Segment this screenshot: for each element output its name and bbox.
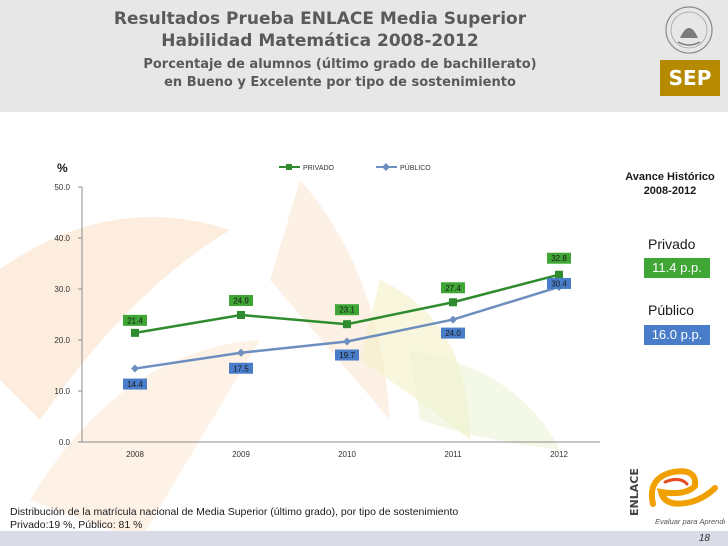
data-label-publico-bg xyxy=(229,362,253,374)
y-tick-label: 30.0 xyxy=(54,285,70,294)
page-title-line2: Habilidad Matemática 2008-2012 xyxy=(161,31,479,51)
data-label-privado-bg xyxy=(547,252,571,264)
publico-label: Público xyxy=(648,302,694,318)
data-point-publico xyxy=(131,364,139,373)
data-point-privado xyxy=(449,298,457,307)
data-label-publico-bg xyxy=(441,327,465,339)
y-tick-label: 10.0 xyxy=(54,387,70,396)
privado-label: Privado xyxy=(648,236,696,252)
x-tick-label: 2010 xyxy=(338,450,356,459)
legend-marker-privado xyxy=(286,164,292,170)
data-point-publico xyxy=(449,315,457,324)
legend-label-publico: PÚBLICO xyxy=(400,163,431,172)
y-tick-label: 0.0 xyxy=(59,438,71,447)
data-point-publico xyxy=(343,337,351,346)
header-band xyxy=(0,0,728,112)
data-label-privado-bg xyxy=(123,314,147,326)
privado-change-badge: 11.4 p.p. xyxy=(644,258,710,278)
data-label-privado: 23.1 xyxy=(339,306,355,315)
panel-heading-line1: Avance Histórico xyxy=(625,171,715,183)
y-tick-label: 20.0 xyxy=(54,336,70,345)
data-point-privado xyxy=(131,328,139,337)
enlace-logo-text: ENLACE xyxy=(628,468,641,516)
data-point-publico xyxy=(237,348,245,357)
subtitle-line1: Porcentaje de alumnos (último grado de b… xyxy=(143,57,537,72)
footnote-line1: Distribución de la matrícula nacional de… xyxy=(10,506,459,518)
data-label-publico-bg xyxy=(123,378,147,390)
x-tick-label: 2012 xyxy=(550,450,568,459)
header-divider xyxy=(0,112,728,120)
footnote: Distribución de la matrícula nacional de… xyxy=(10,506,530,532)
panel-heading-line2: 2008-2012 xyxy=(643,185,697,197)
subtitle-line2: en Bueno y Excelente por tipo de sosteni… xyxy=(164,75,516,90)
data-label-privado-bg xyxy=(335,304,359,316)
page-title-line1: Resultados Prueba ENLACE Media Superior xyxy=(113,9,527,29)
enlace-tagline: Evaluar para Aprender xyxy=(655,517,725,526)
legend-label-privado: PRIVADO xyxy=(303,165,335,172)
publico-change-badge: 16.0 p.p. xyxy=(644,325,710,345)
data-label-publico-bg xyxy=(547,277,571,289)
data-label-privado: 27.4 xyxy=(445,284,461,293)
data-label-privado-bg xyxy=(441,282,465,294)
y-axis-label: % xyxy=(57,161,68,175)
legend-marker-publico xyxy=(382,163,390,171)
footer-bar xyxy=(0,531,728,546)
data-label-privado-bg xyxy=(229,295,253,307)
data-point-privado xyxy=(555,270,563,279)
page-number: 18 xyxy=(698,533,710,544)
y-tick-label: 40.0 xyxy=(54,234,70,243)
line-chart: 0.0 10.0 20.0 30.0 40.0 50.0 2008 2009 2010 2011 2… xyxy=(54,161,600,459)
enlace-logo: ENLACE Evaluar para Aprender xyxy=(628,468,725,526)
data-label-privado: 21.4 xyxy=(127,316,143,325)
y-tick-label: 50.0 xyxy=(54,183,70,192)
data-point-privado xyxy=(237,311,245,320)
data-label-privado: 32.8 xyxy=(551,254,567,263)
sep-logo xyxy=(660,60,720,96)
data-label-publico: 24.0 xyxy=(445,329,461,338)
data-label-publico: 17.5 xyxy=(233,364,249,373)
data-label-publico: 30.4 xyxy=(551,279,567,288)
data-label-publico: 14.4 xyxy=(127,380,143,389)
data-label-publico-bg xyxy=(335,349,359,361)
background-decoration xyxy=(0,180,560,531)
x-tick-label: 2011 xyxy=(444,450,462,459)
data-label-privado: 24.9 xyxy=(233,297,249,306)
data-point-privado xyxy=(343,320,351,329)
sep-logo-text: SEP xyxy=(668,66,712,90)
x-tick-label: 2009 xyxy=(232,450,250,459)
footnote-line2: Privado:19 %, Público: 81 % xyxy=(10,519,143,531)
data-label-publico: 19.7 xyxy=(339,351,355,360)
national-seal-logo xyxy=(665,6,713,54)
x-tick-label: 2008 xyxy=(126,450,144,459)
